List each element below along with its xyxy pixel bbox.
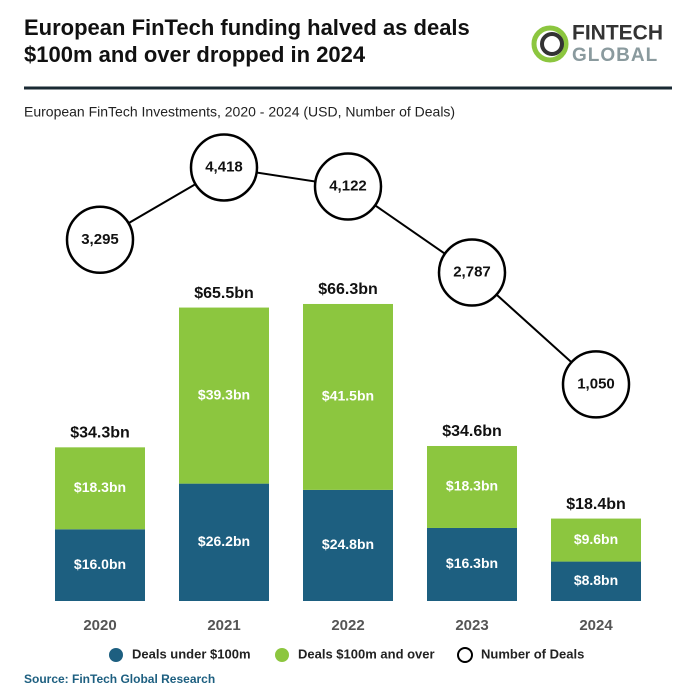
logo-ring xyxy=(531,25,569,63)
bar-segment xyxy=(427,527,517,601)
legend-label: Deals under $100m xyxy=(132,646,251,661)
bar-segment xyxy=(55,529,145,601)
logo-text: GLOBAL xyxy=(572,45,658,66)
logo: FINTECH GLOBAL xyxy=(531,22,663,66)
x-tick-label: 2024 xyxy=(579,617,613,634)
source: Source: FinTech Global Research xyxy=(24,672,215,686)
value-label: 4,122 xyxy=(329,178,367,195)
value-label: $24.8bn xyxy=(322,536,374,552)
value-label: $41.5bn xyxy=(322,388,374,404)
value-label: 4,418 xyxy=(205,158,243,175)
value-label: 2,787 xyxy=(453,263,491,280)
value-label: $9.6bn xyxy=(574,531,618,547)
value-label: 1,050 xyxy=(577,375,615,392)
line-marker xyxy=(189,133,259,202)
legend-label: Deals $100m and over xyxy=(298,646,435,661)
bar-segment xyxy=(55,447,145,530)
total-label: $34.6bn xyxy=(442,423,502,440)
legend-marker xyxy=(457,647,473,663)
bar-segment xyxy=(551,561,641,601)
total-label: $66.3bn xyxy=(318,281,378,298)
line-marker xyxy=(313,152,383,221)
value-label: $39.3bn xyxy=(198,386,250,402)
chart-subtitle: European FinTech Investments, 2020 - 202… xyxy=(24,104,455,120)
value-label: $18.3bn xyxy=(74,479,126,495)
value-label: 3,295 xyxy=(81,231,119,248)
x-tick-label: 2023 xyxy=(455,617,488,634)
total-label: $18.4bn xyxy=(566,496,626,513)
logo-ring xyxy=(540,32,564,56)
line-marker xyxy=(437,238,507,307)
line-marker xyxy=(561,350,631,419)
x-tick-label: 2022 xyxy=(331,617,364,634)
value-label: $16.3bn xyxy=(446,555,498,571)
legend-marker xyxy=(109,648,123,662)
total-label: $34.3bn xyxy=(70,425,130,442)
legend-marker xyxy=(275,648,289,662)
total-label: $65.5bn xyxy=(194,285,254,302)
bar-segment xyxy=(303,489,393,601)
bar-segment xyxy=(427,445,517,528)
bar-segment xyxy=(179,307,269,484)
chart-title: European FinTech funding halved as deals… xyxy=(24,15,470,67)
line-marker xyxy=(65,205,135,275)
logo-text: FINTECH xyxy=(572,22,663,45)
value-label: $8.8bn xyxy=(574,572,618,588)
value-label: $18.3bn xyxy=(446,478,498,494)
bar-segment xyxy=(551,518,641,562)
value-label: $16.0bn xyxy=(74,556,126,572)
legend-label: Number of Deals xyxy=(481,646,584,661)
x-tick-label: 2021 xyxy=(207,617,240,634)
x-tick-label: 2020 xyxy=(83,617,116,634)
bar-segment xyxy=(179,483,269,601)
bar-segment xyxy=(303,303,393,490)
value-label: $26.2bn xyxy=(198,533,250,549)
